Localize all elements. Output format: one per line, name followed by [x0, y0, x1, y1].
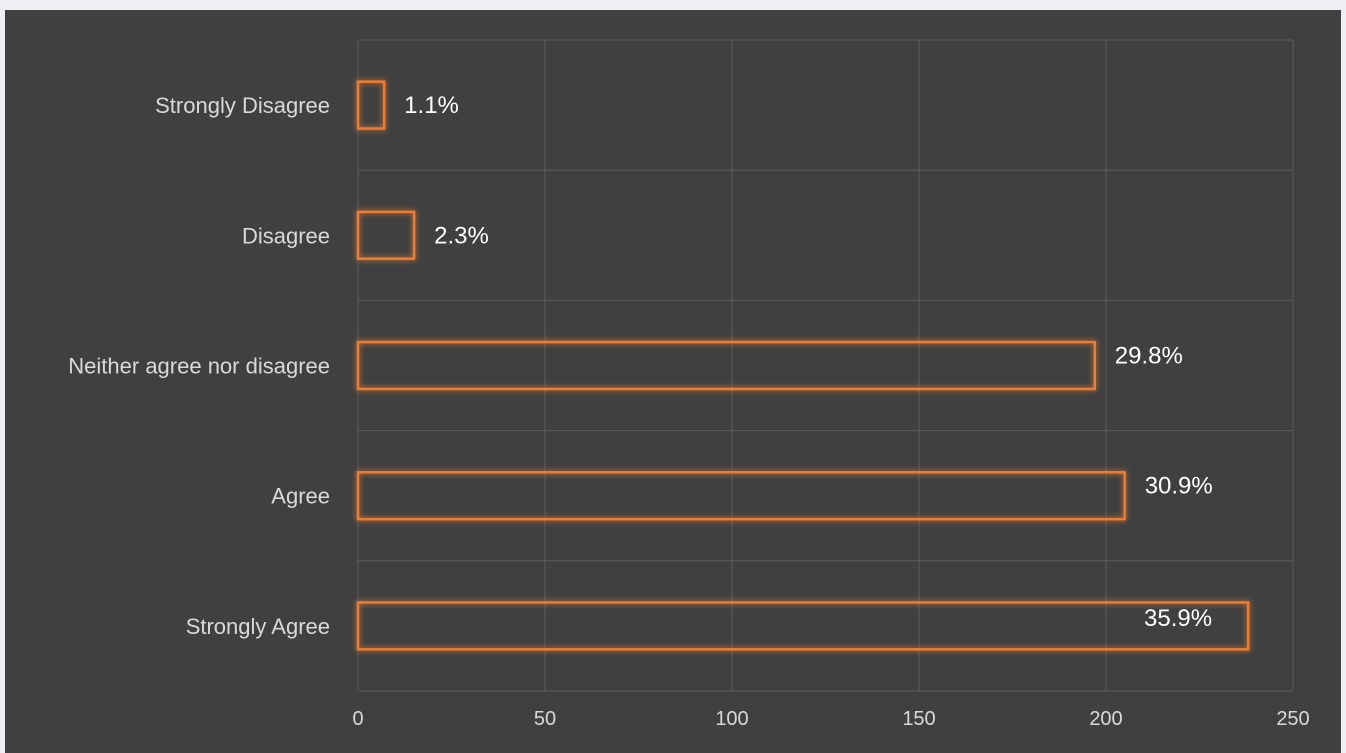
bar — [356, 601, 1250, 651]
x-tick-label: 250 — [1276, 708, 1309, 730]
bar — [356, 210, 416, 260]
data-label: 1.1% — [404, 92, 459, 119]
x-tick-label: 100 — [715, 708, 748, 730]
x-tick-label: 0 — [352, 708, 363, 730]
chart-panel: 0 50 100 150 200 250 Strongly Disagree 1.1% Disa… — [5, 10, 1341, 753]
bar-chart: 0 50 100 150 200 250 Strongly Disagree 1.1% Disa… — [68, 39, 1310, 730]
data-label: 2.3% — [434, 222, 489, 249]
x-tick-label: 50 — [534, 708, 556, 730]
bar — [356, 340, 1097, 391]
data-label: 35.9% — [1144, 605, 1212, 632]
data-label: 30.9% — [1145, 473, 1213, 500]
category-label: Strongly Disagree — [155, 93, 330, 118]
category-label: Agree — [271, 484, 330, 509]
bar — [356, 80, 386, 130]
x-tick-label: 150 — [902, 708, 935, 730]
x-tick-label: 200 — [1089, 708, 1122, 730]
category-label: Neither agree nor disagree — [68, 354, 330, 379]
category-label: Disagree — [242, 223, 330, 248]
category-label: Strongly Agree — [186, 614, 330, 639]
data-label: 29.8% — [1115, 343, 1183, 370]
bar — [356, 471, 1126, 521]
